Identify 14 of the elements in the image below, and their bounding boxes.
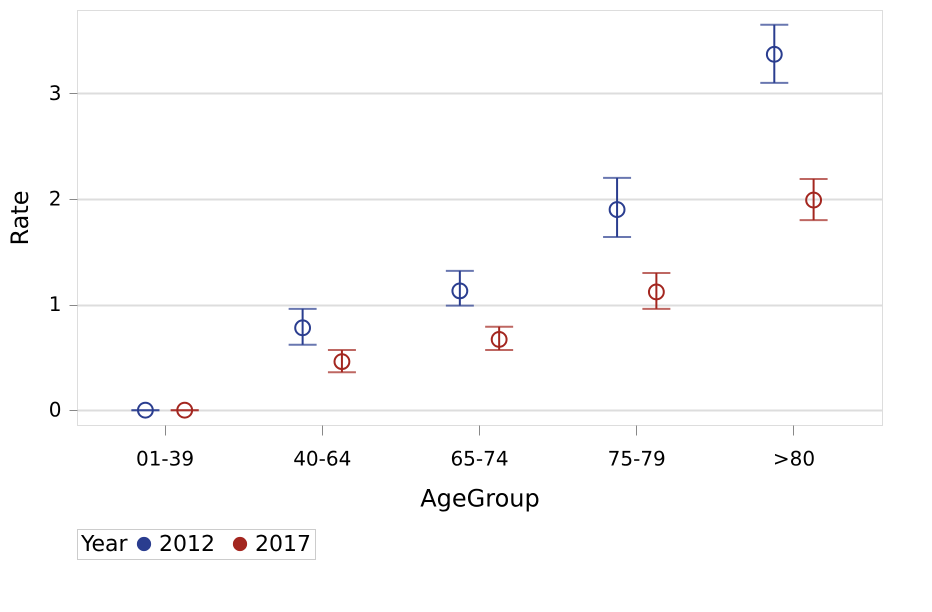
legend-label: 2017 xyxy=(255,532,311,557)
y-tick-label: 2 xyxy=(48,186,62,211)
x-tick-label: 65-74 xyxy=(450,446,509,470)
legend-title: Year xyxy=(80,532,129,557)
legend-label: 2012 xyxy=(159,532,215,557)
y-axis-title: Rate xyxy=(6,190,34,246)
x-axis-title: AgeGroup xyxy=(420,484,540,512)
x-tick-label: 01-39 xyxy=(136,446,194,470)
y-tick-label: 1 xyxy=(48,292,62,316)
x-tick-label: 40-64 xyxy=(293,446,352,470)
y-tick-label: 0 xyxy=(48,398,62,422)
x-tick-label: >80 xyxy=(772,446,816,470)
y-tick-label: 3 xyxy=(48,80,62,105)
x-tick-label: 75-79 xyxy=(608,446,666,470)
